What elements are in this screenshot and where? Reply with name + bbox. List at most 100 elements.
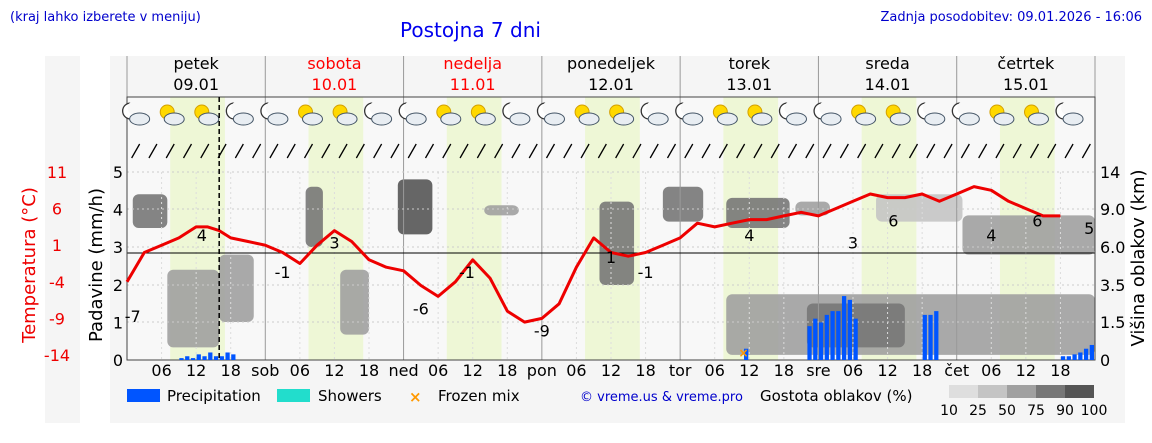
wind-barb <box>286 143 296 159</box>
cloud-scale-swatch <box>978 385 1007 398</box>
wind-barb <box>182 143 193 159</box>
cloud-icon <box>544 112 565 126</box>
cloud-icon <box>1062 112 1084 126</box>
cloud-icon <box>682 112 704 126</box>
day-date: 15.01 <box>1003 75 1049 94</box>
cloud-height-axis-label: Višina oblakov (km) <box>1128 169 1149 346</box>
x-tick: 18 <box>635 361 655 380</box>
x-tick: 18 <box>497 361 517 380</box>
precipitation-tick: 5 <box>113 163 123 182</box>
x-tick: 12 <box>186 361 206 380</box>
temperature-value-label: 4 <box>986 226 996 245</box>
temperature-value-label: 4 <box>744 226 754 245</box>
x-tick: čet <box>944 361 969 380</box>
precip-bar <box>190 358 196 360</box>
cloud-scale-label: 10 <box>940 403 958 419</box>
legend-showers-swatch <box>277 389 310 402</box>
plot-frame <box>126 96 1096 361</box>
precip-bar <box>185 356 190 360</box>
x-tick: 18 <box>774 361 794 380</box>
cloud-icon <box>474 112 496 126</box>
x-tick: sre <box>806 361 830 380</box>
wind-barb <box>528 143 538 159</box>
moon-shadow-icon <box>680 101 695 115</box>
temperature-tick: -9 <box>49 309 65 328</box>
wind-barb <box>839 143 849 159</box>
moon-shadow-icon <box>646 101 661 115</box>
cloud-block <box>219 254 254 322</box>
cloud-icon <box>613 112 635 126</box>
cloud-density-title: Gostota oblakov (%) <box>760 387 913 405</box>
temperature-tick: -14 <box>44 346 70 365</box>
day-date: 13.01 <box>726 75 772 94</box>
temperature-value-label: 6 <box>1032 212 1042 231</box>
wind-barb <box>770 143 780 159</box>
wind-barb <box>736 143 746 159</box>
wind-barb <box>805 143 815 159</box>
precipitation-tick: 4 <box>113 201 123 220</box>
moon-shadow-icon <box>127 101 142 115</box>
wind-barb <box>476 143 486 159</box>
location-note[interactable]: (kraj lahko izberete v meniju) <box>10 10 201 25</box>
cloud-icon <box>578 112 600 126</box>
wind-barb <box>355 143 365 159</box>
wind-barb <box>545 143 556 159</box>
wind-barb <box>822 143 832 159</box>
temperature-value-label: 3 <box>848 234 858 253</box>
moon-shadow-icon <box>922 101 937 115</box>
cloud-block <box>962 215 1095 255</box>
wind-barb <box>857 143 867 159</box>
moon-shadow-icon <box>784 101 799 115</box>
cloud-icon <box>232 112 254 126</box>
cloud-block <box>662 186 704 222</box>
precip-bar <box>196 354 201 360</box>
cloud-density-scale: 10 25 50 75 90 100 <box>940 385 1107 419</box>
cloud-scale-swatch <box>949 385 978 398</box>
moon-shadow-icon <box>265 101 280 115</box>
temperature-value-label: -6 <box>413 299 429 318</box>
cloud-icon <box>751 112 773 126</box>
temperature-tick: 11 <box>47 163 67 182</box>
precip-bar <box>836 311 841 360</box>
credit-link[interactable]: © vreme.us & vreme.pro <box>580 390 743 405</box>
precip-bar <box>830 311 835 360</box>
x-tick: 12 <box>463 361 483 380</box>
cloud-scale-swatch <box>1007 385 1036 398</box>
cloud-icon <box>647 112 669 126</box>
precip-bar <box>213 356 219 360</box>
precip-bar <box>225 352 230 360</box>
cloud-icon <box>993 112 1015 126</box>
cloud-block <box>340 269 369 335</box>
precip-bar <box>818 322 824 360</box>
precip-bar <box>934 311 939 360</box>
x-tick: 06 <box>566 361 586 380</box>
moon-shadow-icon <box>369 101 384 115</box>
x-tick: ned <box>389 361 419 380</box>
x-tick: 06 <box>981 361 1001 380</box>
precip-bar <box>841 296 847 360</box>
moon-shadow-icon <box>1061 101 1076 115</box>
frozen-mark: × <box>738 346 748 360</box>
day-name: nedelja <box>443 54 502 73</box>
cloud-height-tick: 0 <box>1100 351 1110 370</box>
wind-barb <box>580 143 590 159</box>
legend-precipitation-label: Precipitation <box>167 387 261 405</box>
wind-barb <box>632 143 642 159</box>
legend-precipitation-swatch <box>127 389 160 402</box>
precipitation-tick: 1 <box>113 313 123 332</box>
wind-barbs-row <box>131 143 1091 159</box>
wind-barb <box>1064 143 1074 159</box>
wind-barb <box>494 143 504 159</box>
moon-shadow-icon <box>231 101 246 115</box>
x-tick: 12 <box>739 361 759 380</box>
x-tick: 12 <box>1016 361 1036 380</box>
temperature-series <box>125 185 1061 324</box>
cloud-block <box>397 179 433 235</box>
cloud-scale-label: 50 <box>998 403 1016 419</box>
day-name: petek <box>173 54 219 73</box>
legend-showers-label: Showers <box>318 387 382 405</box>
cloud-block <box>726 294 1095 355</box>
left-axis-panel <box>45 56 80 423</box>
cloud-icon <box>198 112 220 126</box>
